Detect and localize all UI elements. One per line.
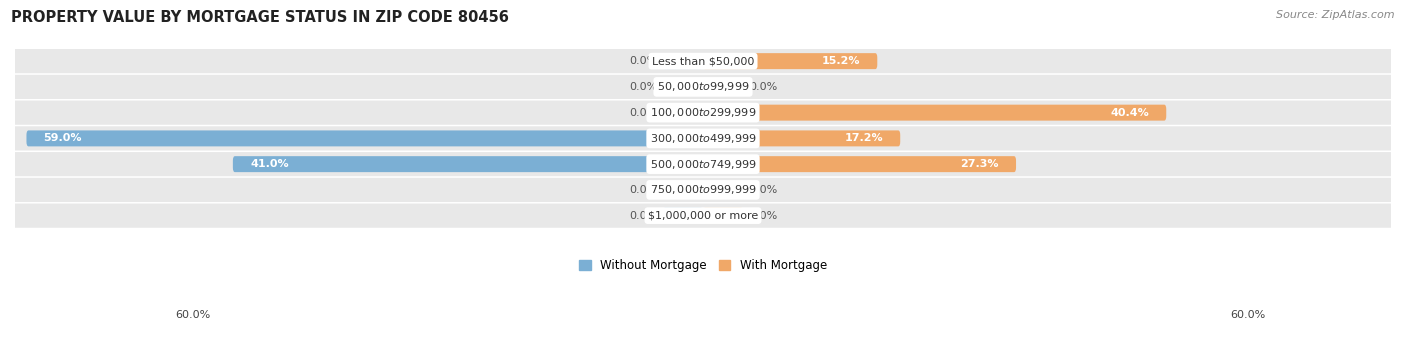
Text: 0.0%: 0.0%	[749, 211, 778, 221]
FancyBboxPatch shape	[703, 182, 744, 198]
Legend: Without Mortgage, With Mortgage: Without Mortgage, With Mortgage	[574, 255, 832, 277]
FancyBboxPatch shape	[703, 53, 877, 69]
Text: 27.3%: 27.3%	[960, 159, 998, 169]
FancyBboxPatch shape	[662, 182, 703, 198]
FancyBboxPatch shape	[10, 204, 1396, 228]
Text: $50,000 to $99,999: $50,000 to $99,999	[657, 80, 749, 93]
FancyBboxPatch shape	[233, 156, 703, 172]
FancyBboxPatch shape	[10, 126, 1396, 150]
Text: 0.0%: 0.0%	[628, 108, 657, 118]
FancyBboxPatch shape	[703, 156, 1017, 172]
FancyBboxPatch shape	[703, 130, 900, 146]
FancyBboxPatch shape	[10, 178, 1396, 202]
Text: $750,000 to $999,999: $750,000 to $999,999	[650, 183, 756, 196]
Text: $500,000 to $749,999: $500,000 to $749,999	[650, 158, 756, 170]
FancyBboxPatch shape	[703, 208, 744, 224]
Text: 59.0%: 59.0%	[44, 133, 82, 144]
Text: 0.0%: 0.0%	[628, 211, 657, 221]
Text: Source: ZipAtlas.com: Source: ZipAtlas.com	[1277, 10, 1395, 20]
FancyBboxPatch shape	[10, 152, 1396, 176]
FancyBboxPatch shape	[27, 130, 703, 146]
FancyBboxPatch shape	[703, 79, 744, 95]
FancyBboxPatch shape	[662, 208, 703, 224]
Text: 0.0%: 0.0%	[628, 82, 657, 92]
Text: 0.0%: 0.0%	[749, 185, 778, 195]
Text: $1,000,000 or more: $1,000,000 or more	[648, 211, 758, 221]
Text: 41.0%: 41.0%	[250, 159, 288, 169]
Text: 15.2%: 15.2%	[821, 56, 860, 66]
Text: 40.4%: 40.4%	[1111, 108, 1149, 118]
FancyBboxPatch shape	[703, 105, 1166, 121]
FancyBboxPatch shape	[662, 53, 703, 69]
FancyBboxPatch shape	[10, 49, 1396, 73]
Text: 60.0%: 60.0%	[176, 310, 211, 320]
FancyBboxPatch shape	[10, 75, 1396, 99]
FancyBboxPatch shape	[10, 101, 1396, 125]
Text: 0.0%: 0.0%	[628, 185, 657, 195]
Text: Less than $50,000: Less than $50,000	[652, 56, 754, 66]
Text: 17.2%: 17.2%	[845, 133, 883, 144]
Text: PROPERTY VALUE BY MORTGAGE STATUS IN ZIP CODE 80456: PROPERTY VALUE BY MORTGAGE STATUS IN ZIP…	[11, 10, 509, 25]
Text: $100,000 to $299,999: $100,000 to $299,999	[650, 106, 756, 119]
Text: 0.0%: 0.0%	[628, 56, 657, 66]
FancyBboxPatch shape	[662, 79, 703, 95]
Text: 0.0%: 0.0%	[749, 82, 778, 92]
Text: $300,000 to $499,999: $300,000 to $499,999	[650, 132, 756, 145]
Text: 60.0%: 60.0%	[1230, 310, 1265, 320]
FancyBboxPatch shape	[662, 105, 703, 121]
